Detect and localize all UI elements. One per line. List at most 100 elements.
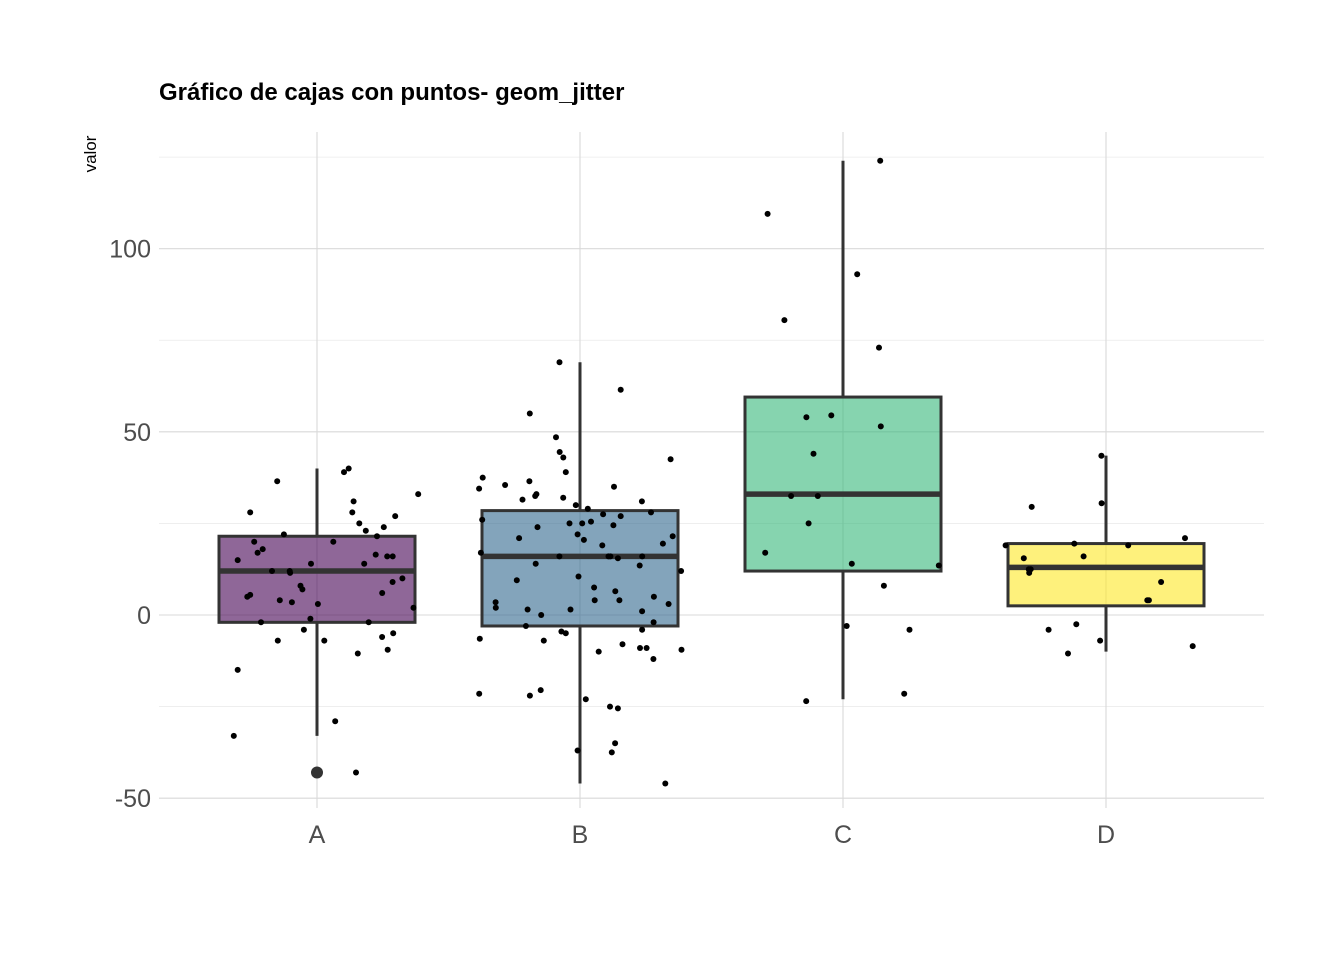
jitter-point <box>244 593 251 600</box>
jitter-point <box>805 520 812 527</box>
jitter-point <box>299 586 306 593</box>
jitter-point <box>600 511 607 518</box>
jitter-point <box>362 527 369 534</box>
axis-layer: -50 0 50 100 A B C D <box>109 236 1115 849</box>
y-axis-label: valor <box>81 135 100 172</box>
jitter-point <box>1073 621 1080 628</box>
jitter-point <box>1098 452 1105 459</box>
jitter-point <box>566 520 573 527</box>
jitter-point <box>384 553 391 560</box>
jitter-point <box>415 491 422 498</box>
jitter-point <box>300 626 307 633</box>
box-rect <box>480 509 680 628</box>
jitter-point <box>584 505 591 512</box>
jitter-point <box>636 562 643 569</box>
jitter-point <box>611 483 617 490</box>
jitter-point <box>332 718 339 725</box>
jitter-point <box>588 518 594 525</box>
jitter-point <box>540 637 547 644</box>
jitter-point <box>556 553 563 560</box>
jitter-point <box>532 493 539 499</box>
jitter-point <box>354 650 361 657</box>
jitter-point <box>638 498 645 505</box>
jitter-point <box>616 597 623 604</box>
jitter-point <box>667 456 674 463</box>
jitter-point <box>247 509 254 516</box>
jitter-point <box>526 410 533 417</box>
box-rect <box>743 395 943 573</box>
jitter-point <box>662 780 669 787</box>
box-b <box>480 362 680 784</box>
jitter-point <box>254 549 261 556</box>
jitter-point <box>379 634 386 640</box>
jitter-point <box>532 560 539 567</box>
jitter-point <box>582 696 589 703</box>
jitter-points-a <box>230 465 422 776</box>
jitter-point <box>274 637 281 644</box>
jitter-point <box>848 560 855 567</box>
jitter-point <box>1080 553 1087 560</box>
chart-title: Gráfico de cajas con puntos- geom_jitter <box>159 79 624 106</box>
jitter-point <box>513 577 520 584</box>
jitter-point <box>1097 637 1104 644</box>
jitter-point <box>828 412 835 419</box>
jitter-point <box>308 560 314 567</box>
jitter-point <box>659 540 666 547</box>
box-layer <box>217 160 1206 784</box>
box-d <box>1006 455 1206 652</box>
jitter-point <box>650 619 657 626</box>
jitter-points-b <box>476 359 685 787</box>
jitter-point <box>361 560 368 567</box>
jitter-point <box>1020 555 1027 562</box>
jitter-point <box>612 588 619 595</box>
box-rect <box>1006 542 1206 608</box>
jitter-point <box>356 520 363 527</box>
jitter-point <box>901 690 908 697</box>
jitter-point <box>614 705 621 712</box>
jitter-point <box>579 520 586 527</box>
jitter-point <box>353 769 359 776</box>
jitter-point <box>562 630 569 637</box>
jitter-point <box>803 698 810 705</box>
jitter-point <box>1026 569 1033 576</box>
jitter-point <box>1144 597 1151 604</box>
jitter-point <box>341 469 347 476</box>
jitter-point <box>607 703 613 710</box>
jitter-point <box>259 546 266 553</box>
jitter-point <box>526 478 533 485</box>
jitter-point <box>560 454 567 461</box>
y-tick-label: 50 <box>123 419 151 447</box>
box-a <box>217 468 417 779</box>
jitter-point <box>380 524 387 531</box>
jitter-point <box>617 513 624 520</box>
jitter-point <box>389 579 396 585</box>
jitter-point <box>678 646 685 653</box>
jitter-point <box>608 749 615 756</box>
jitter-point <box>678 568 685 574</box>
jitter-point <box>287 569 294 576</box>
jitter-point <box>1028 503 1035 510</box>
jitter-point <box>476 485 483 492</box>
jitter-point <box>843 623 850 629</box>
jitter-point <box>477 549 484 556</box>
jitter-point <box>639 608 646 615</box>
jitter-point <box>330 538 337 545</box>
jitter-point <box>522 623 529 629</box>
jitter-point <box>350 498 357 505</box>
jitter-point <box>1098 500 1105 507</box>
jitter-point <box>814 493 821 499</box>
jitter-point <box>288 599 295 606</box>
y-tick-label: 0 <box>137 602 151 630</box>
jitter-point <box>390 630 397 637</box>
jitter-point <box>560 494 567 501</box>
jitter-point <box>479 474 486 481</box>
jitter-points-c <box>762 157 942 705</box>
jitter-point <box>876 344 882 351</box>
box-rect <box>217 534 417 624</box>
jitter-point <box>553 434 559 441</box>
jitter-point <box>595 648 602 655</box>
x-tick-label-a: A <box>309 821 326 849</box>
jitter-point <box>877 423 884 430</box>
jitter-point <box>280 531 287 538</box>
